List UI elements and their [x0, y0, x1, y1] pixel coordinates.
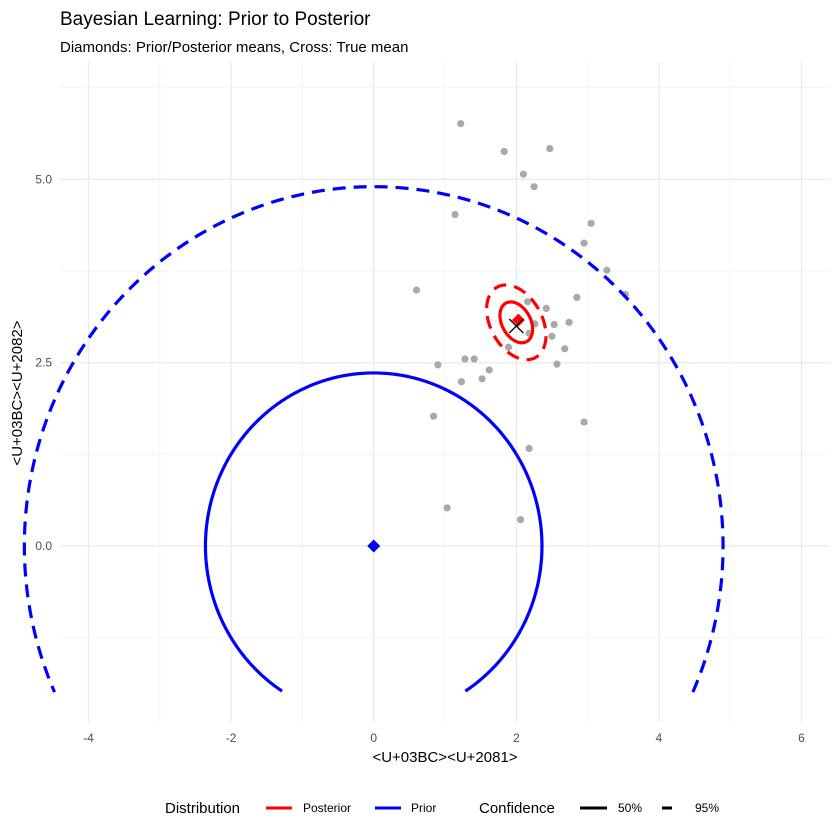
legend-label-95: 95% — [695, 801, 719, 815]
observation-point — [587, 219, 595, 227]
observation-point — [565, 318, 573, 326]
observation-point — [524, 298, 532, 306]
legend: Distribution Posterior Prior Confidence … — [165, 800, 719, 817]
x-tick-label: -4 — [83, 731, 94, 745]
observation-point — [561, 345, 569, 353]
legend-label-50: 50% — [618, 801, 642, 815]
observation-point — [548, 332, 556, 340]
y-tick-labels: 0.0 2.5 5.0 — [35, 172, 52, 553]
x-tick-labels: -4 -2 0 2 4 6 — [83, 731, 805, 745]
observation-point — [553, 360, 561, 368]
legend-label-prior: Prior — [411, 801, 436, 815]
observation-point — [500, 147, 508, 156]
y-axis-title: <U+03BC><U+2082> — [9, 320, 26, 465]
grid-major — [60, 62, 830, 722]
observation-point — [580, 418, 588, 426]
observation-point — [519, 170, 528, 178]
posterior-mean-diamond — [511, 313, 525, 327]
contour-prior-50 — [203, 371, 544, 693]
prior-mean-diamond — [367, 539, 381, 553]
x-tick-label: 0 — [370, 731, 377, 745]
chart-subtitle: Diamonds: Prior/Posterior means, Cross: … — [60, 39, 408, 56]
contour-posterior-50 — [498, 300, 535, 345]
observation-point — [429, 412, 438, 420]
observation-point — [451, 210, 459, 219]
observation-point — [504, 343, 513, 351]
grid-minor — [60, 62, 830, 722]
observation-point — [580, 239, 588, 247]
x-tick-label: 4 — [656, 731, 663, 745]
observation-point — [542, 304, 550, 312]
contour-prior-95 — [22, 185, 725, 693]
contour-posterior-95 — [485, 283, 548, 362]
observation-point — [434, 361, 442, 369]
chart-title: Bayesian Learning: Prior to Posterior — [60, 9, 371, 30]
observation-point — [470, 355, 478, 363]
observation-point — [546, 144, 554, 153]
observation-point — [443, 504, 451, 512]
x-tick-label: -2 — [226, 731, 237, 745]
x-tick-label: 6 — [798, 731, 805, 745]
observation-point — [478, 375, 486, 383]
observation-point — [525, 444, 533, 453]
legend-title-distribution: Distribution — [165, 800, 240, 817]
observation-point — [485, 366, 493, 374]
x-tick-label: 2 — [513, 731, 520, 745]
y-tick-label: 5.0 — [35, 172, 52, 186]
observation-point — [573, 293, 581, 301]
observation-point — [457, 120, 465, 128]
contour-layer — [22, 185, 725, 693]
legend-label-posterior: Posterior — [303, 801, 351, 815]
observation-point — [412, 286, 421, 294]
true-mean-cross-b — [508, 318, 524, 334]
x-axis-title: <U+03BC><U+2081> — [372, 749, 517, 766]
observation-point — [530, 183, 538, 191]
observation-point — [516, 516, 525, 524]
legend-title-confidence: Confidence — [479, 800, 555, 817]
observation-point — [457, 378, 465, 386]
means-layer — [367, 313, 525, 553]
observation-points — [412, 120, 629, 524]
observation-point — [550, 320, 558, 329]
observation-point — [461, 355, 469, 363]
observation-point — [603, 266, 611, 274]
y-tick-label: 2.5 — [35, 356, 52, 370]
y-tick-label: 0.0 — [35, 539, 52, 553]
